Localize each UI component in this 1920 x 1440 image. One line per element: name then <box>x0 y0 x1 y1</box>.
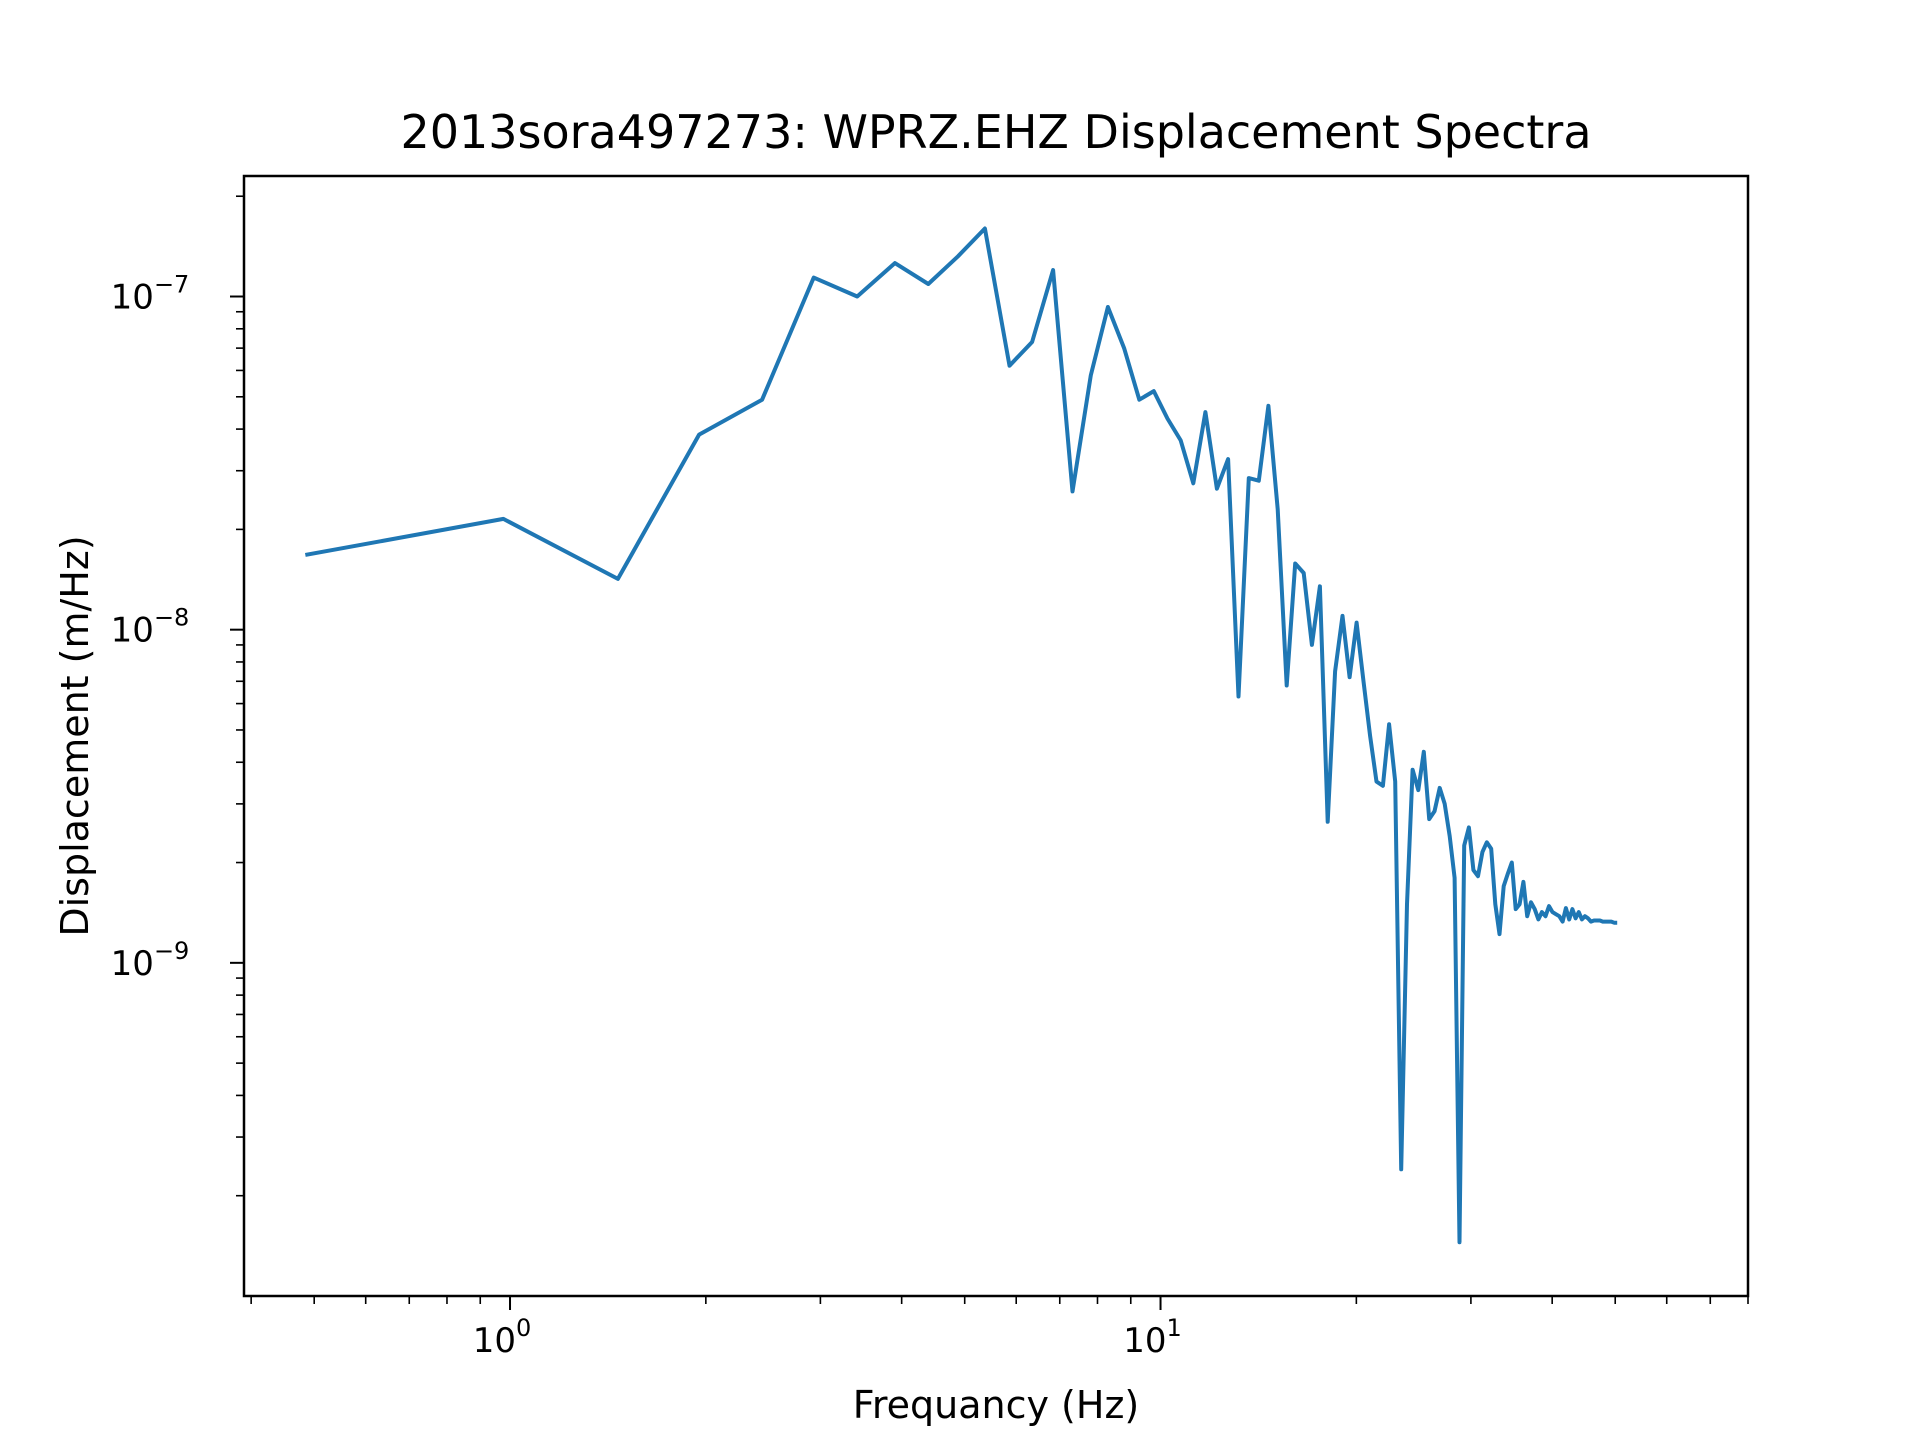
y-axis-label: Displacement (m/Hz) <box>53 535 97 936</box>
spectrum-line <box>304 226 1618 1245</box>
x-axis-label: Frequancy (Hz) <box>853 1383 1139 1427</box>
y-tick-label-exponent: −9 <box>154 937 189 965</box>
plot-area-frame <box>242 174 1750 1298</box>
y-tick-label: 10−9 <box>111 937 190 984</box>
y-tick-label-exponent: −8 <box>154 604 189 632</box>
chart-title: 2013sora497273: WPRZ.EHZ Displacement Sp… <box>400 105 1591 159</box>
x-tick-label-exponent: 0 <box>516 1314 531 1342</box>
series-layer <box>304 226 1618 1245</box>
y-tick-label-exponent: −7 <box>154 271 189 299</box>
x-tick-label-exponent: 1 <box>1167 1314 1182 1342</box>
